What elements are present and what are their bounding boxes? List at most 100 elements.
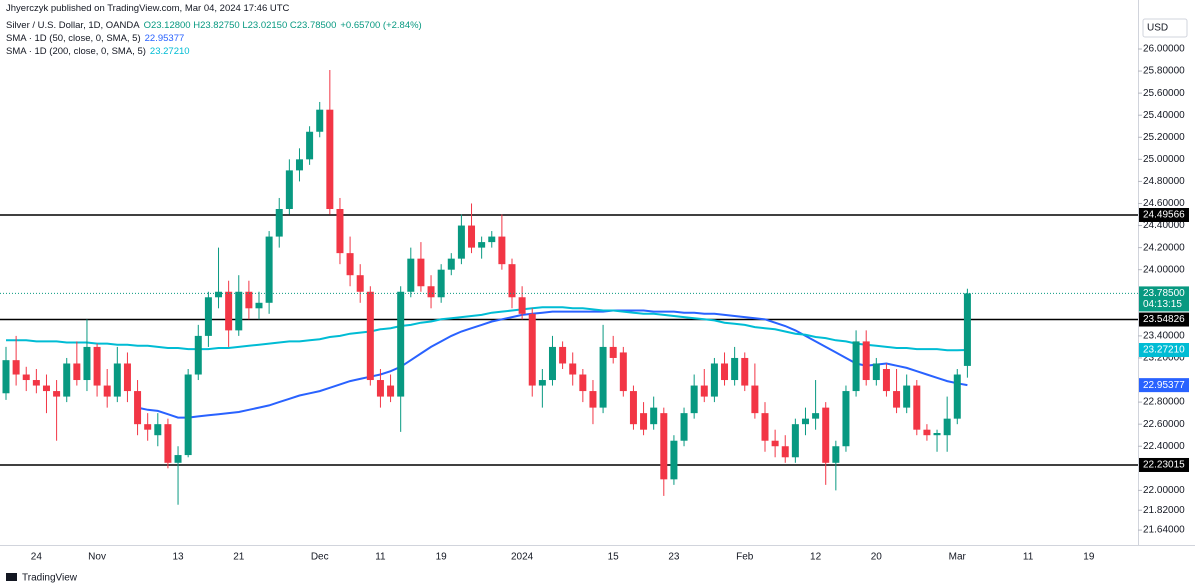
candle-body [862, 341, 870, 381]
candle-body [559, 346, 567, 364]
candle-body [194, 335, 202, 375]
candle-body [457, 225, 465, 259]
candle-body [963, 293, 971, 366]
candle-body [599, 346, 607, 408]
candle-body [731, 357, 739, 381]
candle-body [93, 346, 101, 386]
candle-body [154, 424, 162, 436]
overlay-value: 23.27210 [149, 46, 190, 57]
candle-body [690, 385, 698, 414]
countdown: 04:13:15 [1143, 299, 1182, 310]
sma-line [6, 306, 968, 352]
level-label: 23.54826 [1143, 314, 1185, 325]
candle-body [569, 363, 577, 375]
candle-body [397, 291, 405, 397]
candle-body [660, 413, 668, 480]
candle-body [113, 363, 121, 397]
candle-body [801, 418, 809, 425]
x-tick-label: Dec [311, 552, 329, 563]
candle-body [437, 269, 445, 298]
level-label-box [1139, 207, 1189, 222]
candle-body [498, 236, 506, 265]
x-tick-label: 20 [871, 552, 883, 563]
candle-body [316, 109, 324, 132]
x-tick-label: 12 [810, 552, 822, 563]
legend-change: +0.65700 (+2.84%) [340, 20, 422, 31]
x-tick-label: 11 [375, 552, 386, 563]
y-tick-label: 22.60000 [1143, 419, 1185, 430]
y-tick-label: 25.60000 [1143, 88, 1185, 99]
candle-body [832, 446, 840, 463]
candle-body [923, 429, 931, 436]
candle-body [184, 374, 192, 456]
candle-body [933, 432, 941, 436]
candle-body [336, 208, 344, 254]
candle-body [144, 424, 152, 430]
candle-body [721, 363, 729, 381]
candle-body [943, 418, 951, 436]
last-price-label: 23.78500 [1143, 288, 1185, 299]
candle-body [882, 368, 890, 392]
candle-body [225, 291, 233, 331]
x-tick-label: 11 [1023, 552, 1034, 563]
candle-body [518, 297, 526, 314]
candle-body [761, 413, 769, 441]
candle-body [245, 291, 253, 309]
overlay-label-box [1139, 343, 1189, 358]
candle-body [164, 424, 172, 463]
overlay-name: SMA · 1D (200, close, 0, SMA, 5) [6, 46, 146, 57]
x-tick-label: 23 [668, 552, 680, 563]
candle-body [326, 109, 334, 209]
overlay-value: 22.95377 [144, 33, 185, 44]
candle-body [356, 275, 364, 292]
y-tick-label: 22.80000 [1143, 397, 1185, 408]
level-label-box [1139, 457, 1189, 472]
candle-body [650, 407, 658, 425]
y-tick-label: 24.00000 [1143, 264, 1185, 275]
x-tick-label: Nov [88, 552, 106, 563]
y-tick-label: 24.80000 [1143, 176, 1185, 187]
candle-body [366, 291, 374, 381]
candle-body [579, 374, 587, 392]
candle-body [103, 385, 111, 397]
y-tick-label: 24.40000 [1143, 220, 1185, 231]
candle-body [609, 346, 617, 358]
candle-body [123, 363, 131, 392]
candle-body [22, 374, 30, 381]
level-label: 24.49566 [1143, 210, 1185, 221]
candle-body [468, 225, 476, 248]
y-tick-label: 23.40000 [1143, 331, 1185, 342]
y-tick-label: 25.20000 [1143, 132, 1185, 143]
y-tick-label: 24.20000 [1143, 242, 1185, 253]
candle-body [629, 391, 637, 425]
legend-row: SMA · 1D (50, close, 0, SMA, 5) 22.95377 [6, 33, 188, 44]
y-tick-label: 25.80000 [1143, 66, 1185, 77]
symbol: Silver / U.S. Dollar, 1D, OANDA [6, 20, 140, 31]
x-tick-label: 13 [172, 552, 184, 563]
overlay-label-box [1139, 378, 1189, 393]
y-tick-label: 24.60000 [1143, 198, 1185, 209]
candle-body [265, 236, 273, 303]
candle-body [174, 455, 182, 463]
candle-body [508, 264, 516, 298]
x-tick-label: 21 [233, 552, 245, 563]
level-label-box [1139, 312, 1189, 327]
candle-body [528, 313, 536, 386]
x-tick-label: 24 [31, 552, 43, 563]
x-tick-label: 2024 [511, 552, 534, 563]
currency-box[interactable] [1142, 18, 1188, 38]
candle-body [589, 391, 597, 408]
y-tick-label: 25.40000 [1143, 110, 1185, 121]
legend-row: SMA · 1D (200, close, 0, SMA, 5) 23.27210 [6, 46, 194, 57]
candle-body [538, 380, 546, 386]
x-tick-label: Mar [949, 552, 967, 563]
candle-body [893, 391, 901, 408]
candle-body [791, 424, 799, 458]
candle-body [32, 380, 40, 386]
candle-body [42, 385, 50, 392]
candle-body [53, 391, 61, 397]
candle-body [619, 352, 627, 392]
candle-body [488, 236, 496, 243]
